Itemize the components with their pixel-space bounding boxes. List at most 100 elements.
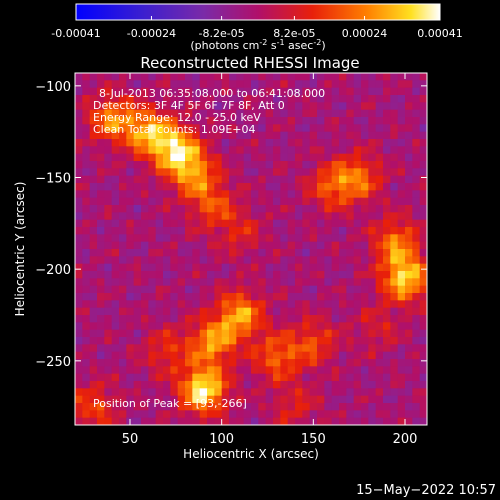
- heatmap-cell: [258, 227, 267, 235]
- heatmap-cell: [126, 366, 135, 375]
- heatmap-cell: [104, 109, 113, 118]
- heatmap-cell: [280, 388, 289, 397]
- heatmap-cell: [82, 329, 91, 338]
- heatmap-cell: [199, 219, 208, 228]
- heatmap-cell: [133, 241, 142, 250]
- heatmap-cell: [331, 285, 340, 294]
- heatmap-cell: [185, 249, 193, 257]
- heatmap-cell: [229, 300, 237, 309]
- heatmap-cell: [412, 307, 421, 316]
- heatmap-cell: [346, 168, 355, 177]
- heatmap-cell: [317, 263, 325, 272]
- heatmap-cell: [287, 190, 296, 199]
- heatmap-cell: [361, 241, 369, 250]
- heatmap-cell: [397, 373, 406, 382]
- heatmap-cell: [75, 263, 83, 272]
- heatmap-cell: [339, 139, 347, 147]
- heatmap-cell: [265, 395, 274, 404]
- heatmap-cell: [405, 197, 413, 206]
- heatmap-cell: [207, 322, 215, 331]
- heatmap-cell: [419, 388, 427, 397]
- heatmap-cell: [243, 234, 252, 243]
- heatmap-cell: [324, 322, 333, 331]
- heatmap-cell: [119, 344, 127, 353]
- heatmap-cell: [258, 278, 267, 287]
- heatmap-cell: [280, 285, 289, 294]
- x-tick-label: 50: [122, 432, 139, 447]
- heatmap-cell: [309, 322, 318, 331]
- heatmap-cell: [317, 205, 325, 213]
- heatmap-cell: [104, 175, 113, 184]
- heatmap-cell: [295, 263, 303, 272]
- heatmap-cell: [383, 315, 391, 323]
- heatmap-cell: [75, 278, 83, 287]
- heatmap-cell: [214, 234, 223, 243]
- heatmap-cell: [229, 271, 237, 279]
- heatmap-cell: [405, 73, 413, 81]
- heatmap-cell: [111, 278, 120, 287]
- heatmap-cell: [111, 256, 120, 265]
- heatmap-cell: [119, 315, 127, 323]
- heatmap-cell: [214, 344, 223, 353]
- heatmap-cell: [324, 131, 333, 140]
- heatmap-cell: [353, 131, 362, 140]
- heatmap-cell: [155, 153, 164, 162]
- heatmap-cell: [390, 146, 399, 155]
- heatmap-cell: [141, 337, 149, 345]
- heatmap-cell: [111, 197, 120, 206]
- heatmap-cell: [353, 139, 362, 147]
- heatmap-cell: [390, 359, 399, 367]
- heatmap-cell: [368, 80, 377, 89]
- heatmap-cell: [309, 249, 318, 257]
- heatmap-cell: [258, 80, 267, 89]
- heatmap-cell: [317, 95, 325, 103]
- heatmap-cell: [383, 381, 391, 389]
- heatmap-cell: [295, 175, 303, 184]
- heatmap-cell: [75, 117, 83, 125]
- info-text: 8-Jul-2013 06:35:08.000 to 06:41:08.000D…: [93, 87, 325, 136]
- heatmap-cell: [185, 417, 193, 425]
- heatmap-cell: [141, 256, 149, 265]
- heatmap-cell: [163, 102, 171, 111]
- heatmap-cell: [309, 227, 318, 235]
- heatmap-cell: [383, 241, 391, 250]
- heatmap-cell: [265, 227, 274, 235]
- heatmap-cell: [346, 278, 355, 287]
- heatmap-cell: [383, 278, 391, 287]
- heatmap-cell: [82, 80, 91, 89]
- heatmap-cell: [148, 366, 157, 375]
- heatmap-cell: [339, 124, 347, 133]
- heatmap-cell: [251, 212, 259, 221]
- heatmap-cell: [346, 212, 355, 221]
- heatmap-cell: [397, 102, 406, 111]
- heatmap-cell: [317, 256, 325, 265]
- heatmap-cell: [97, 175, 105, 184]
- heatmap-cell: [82, 307, 91, 316]
- heatmap-cell: [185, 227, 193, 235]
- heatmap-cell: [141, 73, 149, 81]
- heatmap-cell: [148, 80, 157, 89]
- heatmap-cell: [214, 263, 223, 272]
- heatmap-cell: [126, 109, 135, 118]
- heatmap-cell: [155, 417, 164, 425]
- heatmap-cell: [265, 381, 274, 389]
- heatmap-cell: [236, 271, 245, 279]
- heatmap-cell: [229, 351, 237, 360]
- colorbar-tick-label: 0.00041: [417, 27, 463, 40]
- heatmap-cell: [390, 344, 399, 353]
- heatmap-cell: [75, 161, 83, 169]
- heatmap-cell: [207, 219, 215, 228]
- heatmap-cell: [309, 131, 318, 140]
- heatmap-cell: [346, 293, 355, 301]
- heatmap-cell: [317, 359, 325, 367]
- heatmap-cell: [192, 212, 201, 221]
- heatmap-cell: [243, 109, 252, 118]
- heatmap-cell: [119, 307, 127, 316]
- heatmap-cell: [324, 197, 333, 206]
- heatmap-cell: [126, 329, 135, 338]
- heatmap-cell: [185, 322, 193, 331]
- heatmap-cell: [273, 219, 281, 228]
- heatmap-cell: [251, 278, 259, 287]
- heatmap-cell: [148, 329, 157, 338]
- heatmap-cell: [383, 109, 391, 118]
